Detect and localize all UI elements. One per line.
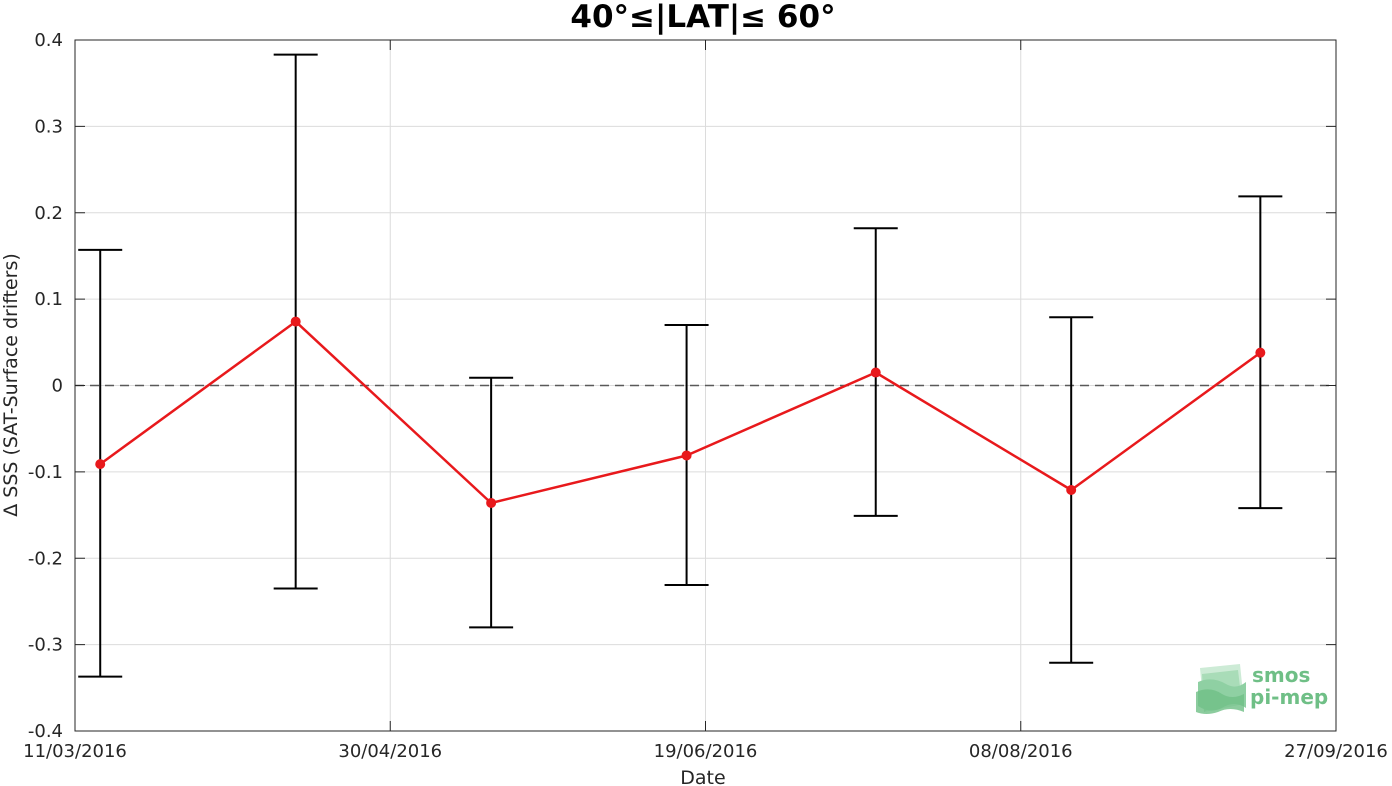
data-point (1255, 347, 1266, 358)
y-tick-label: 0 (52, 376, 63, 397)
data-point (681, 450, 692, 461)
y-tick-label: 0.2 (34, 203, 63, 224)
data-point (95, 459, 106, 470)
y-tick-label: 0.1 (34, 289, 63, 310)
x-axis-title: Date (680, 767, 725, 786)
y-tick-label: 0.4 (34, 30, 63, 51)
x-tick-label: 08/08/2016 (969, 741, 1073, 762)
x-tick-label: 27/09/2016 (1284, 741, 1388, 762)
y-tick-label: -0.1 (28, 462, 63, 483)
y-tick-label: -0.3 (28, 635, 63, 656)
y-tick-label: -0.2 (28, 548, 63, 569)
x-tick-labels: 11/03/2016 30/04/2016 19/06/2016 08/08/2016… (23, 741, 1388, 762)
smos-pi-mep-logo: smos pi-mep (1196, 663, 1328, 714)
logo-line2: pi-mep (1250, 685, 1328, 709)
y-tick-label: 0.3 (34, 116, 63, 137)
chart-title: 40°≤|LAT|≤ 60° (570, 0, 835, 35)
ticks (74, 39, 1337, 732)
logo-line1: smos (1252, 663, 1310, 687)
data-point (486, 497, 497, 508)
y-tick-label: -0.4 (28, 721, 63, 742)
data-point (1066, 485, 1077, 496)
x-tick-label: 11/03/2016 (23, 741, 127, 762)
x-tick-label: 19/06/2016 (654, 741, 758, 762)
logo-waves-icon (1196, 664, 1246, 714)
series-group (95, 316, 1266, 508)
data-point (290, 316, 301, 327)
data-point (870, 367, 881, 378)
x-tick-label: 30/04/2016 (338, 741, 442, 762)
y-tick-labels: 0.4 0.3 0.2 0.1 0 -0.1 -0.2 -0.3 -0.4 (28, 30, 63, 742)
y-axis-title: Δ SSS (SAT-Surface drifters) (0, 253, 22, 517)
